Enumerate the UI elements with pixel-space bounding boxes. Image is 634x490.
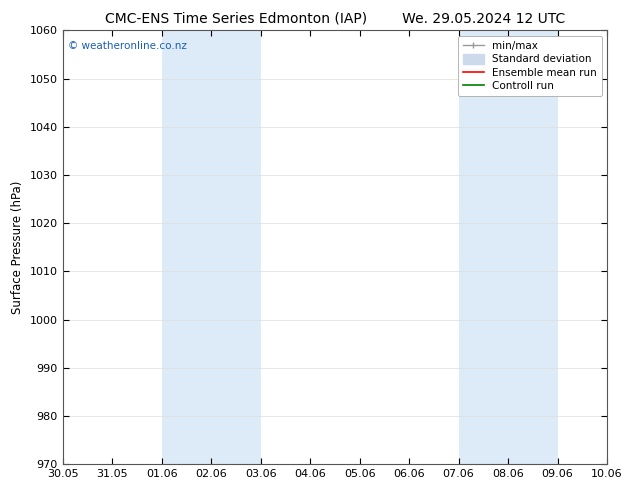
Legend: min/max, Standard deviation, Ensemble mean run, Controll run: min/max, Standard deviation, Ensemble me… bbox=[458, 36, 602, 97]
Bar bbox=[458, 30, 557, 464]
Y-axis label: Surface Pressure (hPa): Surface Pressure (hPa) bbox=[11, 180, 24, 314]
Text: © weatheronline.co.nz: © weatheronline.co.nz bbox=[68, 41, 187, 51]
Title: CMC-ENS Time Series Edmonton (IAP)        We. 29.05.2024 12 UTC: CMC-ENS Time Series Edmonton (IAP) We. 2… bbox=[105, 11, 565, 25]
Bar bbox=[162, 30, 261, 464]
